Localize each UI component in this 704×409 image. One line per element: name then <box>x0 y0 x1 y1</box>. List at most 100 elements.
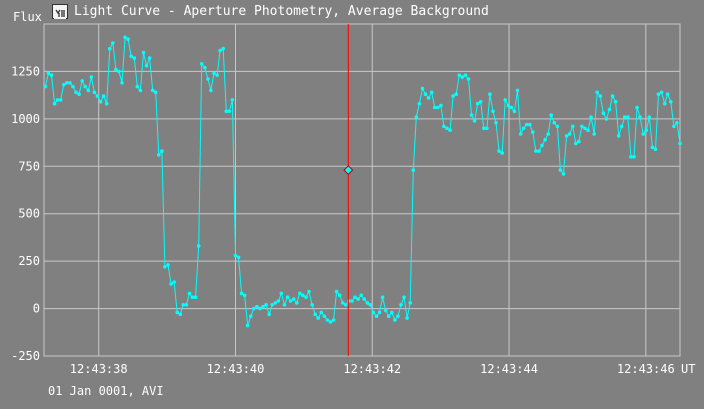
data-point <box>396 314 400 319</box>
data-point <box>353 295 357 300</box>
data-point <box>285 295 290 300</box>
data-point <box>607 107 612 112</box>
data-point <box>460 75 465 79</box>
data-point <box>310 303 314 307</box>
data-point <box>319 310 324 315</box>
y-axis-label: Flux <box>13 10 42 24</box>
data-point <box>199 62 204 66</box>
data-point <box>589 115 593 119</box>
data-point <box>288 299 293 303</box>
series-flux <box>43 35 682 328</box>
data-point <box>457 73 462 77</box>
data-point <box>227 109 232 114</box>
data-point <box>92 90 97 95</box>
data-point <box>334 289 339 294</box>
data-point <box>172 280 176 284</box>
data-point <box>341 301 345 305</box>
data-point <box>531 130 535 134</box>
data-point <box>368 303 373 307</box>
data-point <box>331 318 336 322</box>
data-point <box>500 151 505 155</box>
footer-date: 01 Jan 0001, AVI <box>48 384 164 398</box>
data-point <box>644 128 649 132</box>
data-point <box>417 101 422 106</box>
data-point <box>169 282 173 286</box>
data-point <box>549 113 553 117</box>
plot-border <box>43 23 681 357</box>
data-point <box>71 84 75 89</box>
x-tick-labels: 12:43:38 12:43:40 12:43:42 12:43:44 12:43:46 <box>70 362 675 376</box>
data-point <box>255 304 259 309</box>
data-point <box>626 115 630 119</box>
data-point <box>190 295 195 300</box>
y-tick-label: 750 <box>18 159 40 173</box>
data-point <box>160 149 164 153</box>
data-point <box>613 100 618 104</box>
data-point <box>555 124 560 129</box>
data-point <box>512 109 517 114</box>
data-point <box>356 297 360 301</box>
y-tick-labels: -250 0 250 500 750 1000 1250 <box>11 64 40 363</box>
data-point <box>212 71 216 76</box>
data-point <box>656 92 661 96</box>
data-point <box>678 141 682 146</box>
data-point <box>411 168 416 172</box>
data-point <box>62 82 66 87</box>
data-point <box>52 101 57 106</box>
data-point <box>224 109 229 114</box>
data-point <box>665 92 670 96</box>
data-point <box>126 37 130 41</box>
data-point <box>610 94 615 98</box>
data-point <box>43 84 48 89</box>
data-point <box>647 115 652 119</box>
data-point <box>132 56 137 60</box>
data-point <box>362 297 367 301</box>
data-point <box>380 295 385 300</box>
data-point <box>101 94 106 98</box>
data-point <box>49 73 54 77</box>
data-point <box>316 316 321 320</box>
data-point <box>147 56 152 60</box>
data-point <box>641 132 645 136</box>
data-point <box>108 46 112 51</box>
data-point <box>635 105 639 110</box>
data-point <box>491 109 495 114</box>
chart-grid <box>43 23 681 357</box>
data-point <box>653 147 658 151</box>
data-point <box>218 48 222 53</box>
data-point <box>429 90 434 95</box>
data-point <box>669 100 673 104</box>
data-point <box>264 303 268 307</box>
data-point <box>650 145 655 150</box>
data-point <box>402 295 406 300</box>
data-point <box>325 318 330 322</box>
data-point <box>245 323 250 328</box>
data-point <box>74 90 78 95</box>
data-point <box>242 293 247 298</box>
data-point <box>350 299 354 303</box>
data-point <box>604 117 609 121</box>
data-point <box>623 115 627 119</box>
data-point <box>506 103 511 108</box>
data-point <box>632 155 636 159</box>
data-point <box>405 316 409 320</box>
data-point <box>344 303 348 307</box>
data-point <box>104 101 109 106</box>
data-point <box>206 77 210 81</box>
data-point <box>598 94 603 98</box>
data-point <box>371 310 376 315</box>
y-tick-label: 1250 <box>11 64 40 78</box>
data-point <box>298 291 302 296</box>
data-point <box>374 314 379 319</box>
data-point <box>365 301 370 305</box>
y-tick-label: 500 <box>18 207 40 221</box>
data-point <box>488 92 492 96</box>
data-point <box>163 265 167 269</box>
data-point <box>120 81 124 85</box>
data-point <box>46 71 51 76</box>
data-point <box>595 90 599 95</box>
data-point <box>86 88 91 93</box>
data-point <box>55 98 60 102</box>
cursor-marker <box>343 165 354 176</box>
